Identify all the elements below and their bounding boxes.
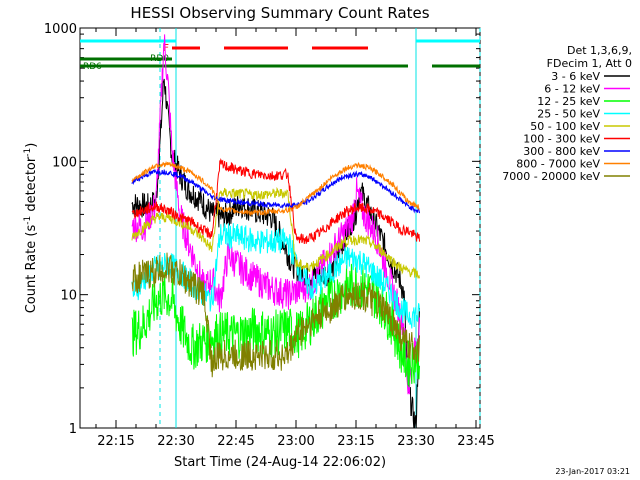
series-line [131, 186, 420, 279]
y-axis-label-end: ) [24, 143, 39, 148]
legend-label: 100 - 300 keV [523, 133, 600, 146]
flare-label: F [163, 43, 169, 54]
series-line [131, 78, 420, 429]
x-tick-label: 23:30 [397, 434, 434, 449]
legend-label: 25 - 50 keV [537, 108, 600, 121]
legend-label: 6 - 12 keV [544, 83, 600, 96]
y-axis-label-sup1: -1 [23, 216, 33, 225]
legend-label: 50 - 100 keV [530, 120, 600, 133]
x-tick-label: 22:30 [157, 434, 194, 449]
y-tick-label: 1000 [44, 22, 77, 37]
y-tick-label: 1 [69, 422, 77, 437]
y-axis-label-main: Count Rate (s [24, 225, 39, 314]
y-axis-label-mid: detector [24, 156, 39, 216]
y-tick-label: 10 [60, 289, 77, 304]
y-axis-label-sup2: -1 [23, 148, 33, 157]
x-tick-label: 23:45 [457, 434, 494, 449]
series-line [131, 252, 420, 378]
x-axis-ticks: 22:15 22:30 22:45 23:00 23:15 23:30 23:45 [95, 28, 495, 449]
series-line [131, 157, 420, 244]
x-tick-label: 22:45 [217, 434, 254, 449]
x-tick-label: 22:15 [97, 434, 134, 449]
legend: Det 1,3,6,9, FDecim 1, Att 0 3 - 6 keV6 … [502, 44, 632, 183]
x-tick-label: 23:15 [337, 434, 374, 449]
series-line [131, 160, 420, 217]
rd0-label: RD0 [150, 54, 169, 64]
legend-header-1: Det 1,3,6,9, [567, 44, 632, 57]
y-axis-label: Count Rate (s-1 detector-1) [23, 143, 39, 314]
y-axis-ticks: 1 10 100 1000 [44, 22, 480, 437]
x-axis-label: Start Time (24-Aug-14 22:06:02) [174, 455, 386, 470]
chart-title: HESSI Observing Summary Count Rates [130, 4, 429, 22]
legend-label: 800 - 7000 keV [516, 158, 600, 171]
rd6-label: RD6 [83, 62, 102, 72]
legend-label: 7000 - 20000 keV [502, 170, 600, 183]
series-line [131, 168, 420, 214]
footer-date: 23-Jan-2017 03:21 [555, 467, 630, 476]
legend-label: 3 - 6 keV [551, 70, 600, 83]
series-lines [131, 34, 420, 429]
y-tick-label: 100 [52, 155, 77, 170]
series-line [131, 34, 420, 395]
legend-label: 300 - 800 keV [523, 145, 600, 158]
legend-label: 12 - 25 keV [537, 95, 600, 108]
x-tick-label: 23:00 [277, 434, 314, 449]
legend-header-2: FDecim 1, Att 0 [547, 57, 632, 70]
